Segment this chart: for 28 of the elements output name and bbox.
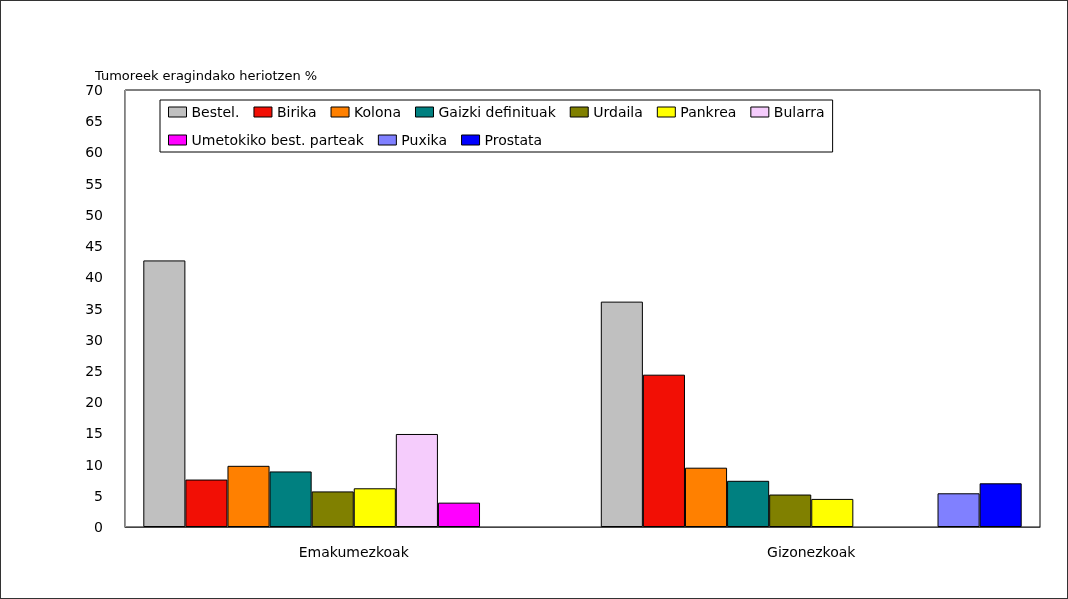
y-tick-label: 50 <box>85 206 103 223</box>
legend-label: Umetokiko best. parteak <box>191 132 365 148</box>
y-tick-label: 45 <box>85 238 103 255</box>
y-tick-label: 15 <box>85 425 103 442</box>
y-tick-label: 5 <box>94 487 103 504</box>
legend-label: Gaizki definituak <box>438 104 557 120</box>
legend-label: Birika <box>276 104 317 120</box>
y-tick-label: 65 <box>85 113 103 130</box>
y-tick-label: 0 <box>94 519 103 535</box>
y-tick-label: 10 <box>85 456 103 473</box>
legend-label: Bestel. <box>191 104 240 120</box>
x-tick-label: Emakumezkoak <box>298 544 410 560</box>
legend-label: Puxika <box>401 132 448 148</box>
y-axis-title: Tumoreek eragindako heriotzen % <box>94 68 318 83</box>
y-tick-label: 60 <box>85 144 103 161</box>
y-tick-label: 35 <box>85 300 103 317</box>
legend-label: Urdaila <box>593 104 643 120</box>
y-tick-label: 70 <box>85 82 103 98</box>
y-tick-label: 30 <box>85 331 103 348</box>
y-tick-label: 20 <box>85 394 103 411</box>
legend-label: Prostata <box>484 132 543 148</box>
legend-label: Bularra <box>773 104 825 120</box>
legend-label: Kolona <box>354 104 401 120</box>
y-tick-label: 40 <box>85 269 103 286</box>
x-tick-label: Gizonezkoak <box>767 544 857 560</box>
y-tick-label: 25 <box>85 362 103 379</box>
legend-label: Pankrea <box>680 104 737 120</box>
y-tick-label: 55 <box>85 175 103 192</box>
